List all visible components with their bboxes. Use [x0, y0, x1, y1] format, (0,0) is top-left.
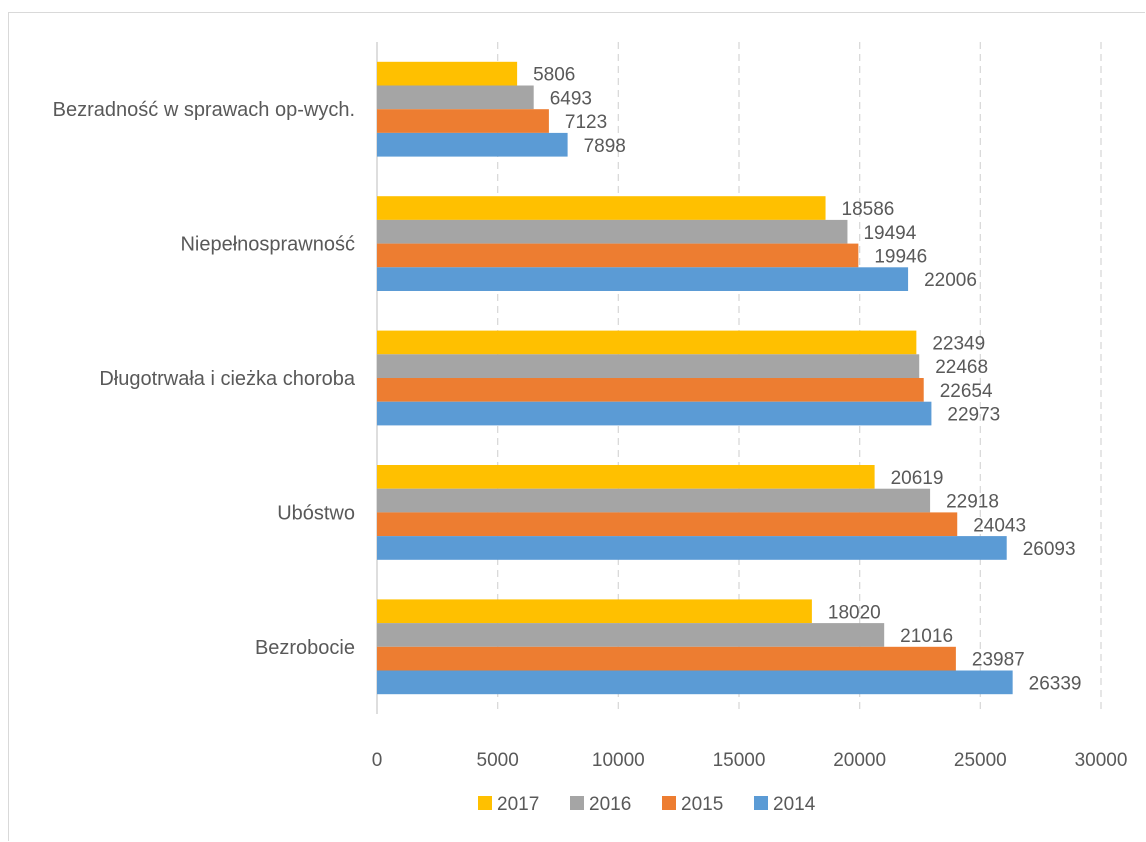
data-label-2017: 22349: [932, 333, 985, 354]
bar-2015: [377, 512, 958, 537]
data-label-2014: 26093: [1023, 539, 1076, 560]
bar-2015: [377, 109, 549, 133]
data-label-2017: 20619: [891, 468, 944, 489]
legend-item-2017: 2017: [478, 794, 539, 815]
category-labels: Bezrobocie Ubóstwo Długotrwała i cieżka ch…: [53, 99, 356, 659]
bar-2017: [377, 465, 875, 489]
legend-item-2015: 2015: [662, 794, 723, 815]
bar-2014: [377, 536, 1007, 560]
data-label-2016: 22468: [935, 357, 988, 378]
data-label-2014: 26339: [1029, 673, 1082, 694]
legend-swatch: [570, 796, 584, 810]
bar-2016: [377, 85, 534, 110]
x-tick-label: 20000: [833, 750, 886, 771]
data-label-2015: 7123: [565, 112, 607, 133]
bar-2016: [377, 488, 931, 513]
legend: 2017 2016 2015 2014: [478, 794, 816, 815]
bar-2015: [377, 646, 956, 671]
bar-2014: [377, 670, 1013, 695]
bar-2015: [377, 243, 859, 268]
legend-swatch: [662, 796, 676, 810]
bar-2014: [377, 401, 932, 426]
data-label-2017: 18020: [828, 602, 881, 623]
bar-2016: [377, 354, 920, 378]
legend-label: 2017: [497, 794, 539, 815]
bar-2014: [377, 267, 909, 291]
data-label-2016: 19494: [863, 223, 916, 244]
x-tick-label: 30000: [1075, 750, 1128, 771]
data-label-2017: 5806: [533, 65, 575, 86]
legend-swatch: [754, 796, 768, 810]
bar-2016: [377, 623, 885, 647]
data-label-2016: 6493: [550, 88, 592, 109]
data-label-2014: 22973: [947, 405, 1000, 426]
bar-2017: [377, 61, 518, 86]
bar-2014: [377, 132, 568, 157]
data-label-2014: 7898: [584, 136, 626, 157]
data-label-2015: 22654: [940, 381, 993, 402]
x-tick-label: 15000: [713, 750, 766, 771]
x-tick-label: 5000: [477, 750, 519, 771]
category-label: Długotrwała i cieżka choroba: [99, 368, 356, 390]
data-label-2014: 22006: [924, 270, 977, 291]
bar-2015: [377, 378, 924, 402]
data-label-2015: 24043: [973, 515, 1026, 536]
legend-label: 2015: [681, 794, 723, 815]
legend-label: 2016: [589, 794, 631, 815]
legend-label: 2014: [773, 794, 816, 815]
x-tick-label: 10000: [592, 750, 645, 771]
category-label: Bezrobocie: [255, 637, 355, 659]
bar-2017: [377, 196, 826, 220]
category-label: Ubóstwo: [277, 502, 355, 524]
data-label-2017: 18586: [842, 199, 895, 220]
legend-item-2014: 2014: [754, 794, 816, 815]
category-label: Niepełnosprawność: [180, 234, 355, 256]
x-tick-label: 25000: [954, 750, 1007, 771]
legend-swatch: [478, 796, 492, 810]
data-label-2016: 21016: [900, 626, 953, 647]
category-label: Bezradność w sprawach op-wych.: [53, 99, 355, 121]
data-label-2015: 23987: [972, 650, 1025, 671]
x-axis-ticks: 0 5000 10000 15000 20000 25000 30000: [372, 750, 1128, 771]
bar-2016: [377, 219, 848, 244]
legend-item-2016: 2016: [570, 794, 631, 815]
x-tick-label: 0: [372, 750, 383, 771]
data-label-2015: 19946: [874, 246, 927, 267]
bar-2017: [377, 599, 812, 624]
chart-frame: [8, 12, 1145, 841]
data-label-2016: 22918: [946, 492, 999, 513]
bars: [377, 61, 1013, 695]
bar-2017: [377, 330, 917, 355]
